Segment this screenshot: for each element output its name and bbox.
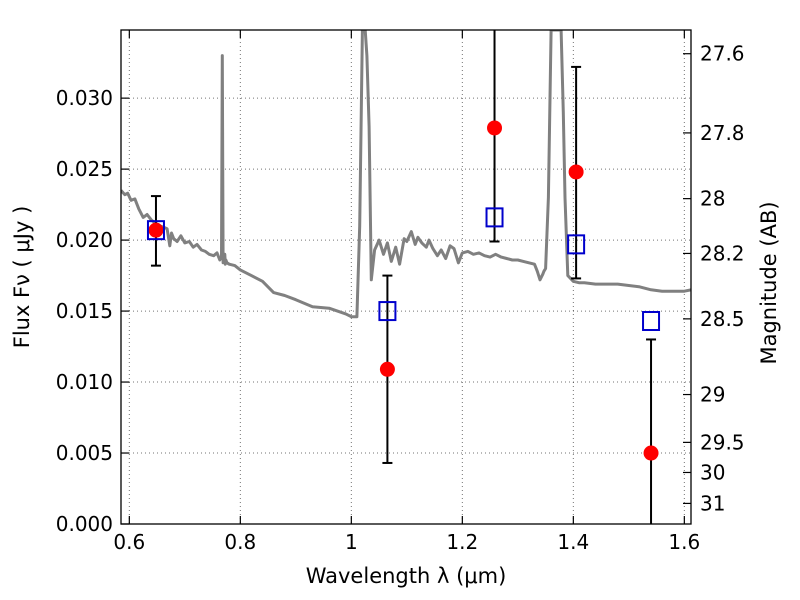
plot-area	[121, 30, 691, 524]
grid	[121, 30, 691, 525]
observed-point	[643, 445, 659, 461]
x-tick-label: 1.4	[557, 530, 589, 554]
right-tick-label: 28.2	[700, 241, 745, 265]
right-tick-label: 31	[700, 491, 725, 515]
x-axis-title: Wavelength λ (μm)	[306, 564, 507, 588]
x-tick-label: 0.6	[113, 530, 145, 554]
model-point	[567, 234, 586, 255]
x-tick-label: 1.6	[668, 530, 700, 554]
axes-frame	[120, 29, 692, 525]
right-tick-label: 27.6	[700, 42, 745, 66]
y-tick-label: 0.000	[56, 512, 113, 536]
x-tick-label: 0.8	[224, 530, 256, 554]
right-tick-label: 28	[700, 187, 725, 211]
y-tick-label: 0.010	[56, 370, 113, 394]
x-tick-label: 1	[345, 530, 358, 554]
y-axis-title-left: Flux Fν ( μJy )	[10, 206, 34, 349]
right-tick-label: 29	[700, 383, 725, 407]
spectrum-line	[121, 30, 691, 319]
y-tick-label: 0.025	[56, 157, 113, 181]
right-tick-label: 29.5	[700, 430, 745, 454]
observed-point	[379, 361, 395, 377]
x-tick-label: 1.2	[446, 530, 478, 554]
axis-ticks: 0.6 0.8 1 1.2 1.4 1.6 0.000 0.005 0.010 0.015 0.02…	[56, 30, 745, 554]
model-point	[378, 301, 397, 322]
model-point	[146, 220, 165, 241]
y-tick-label: 0.015	[56, 299, 113, 323]
model-point	[642, 311, 661, 332]
y-tick-label: 0.030	[56, 86, 113, 110]
y-tick-label: 0.005	[56, 441, 113, 465]
observed-point	[568, 164, 584, 180]
y-tick-label: 0.020	[56, 228, 113, 252]
observed-point	[487, 120, 503, 136]
right-tick-label: 30	[700, 460, 725, 484]
right-tick-label: 28.5	[700, 307, 745, 331]
right-tick-label: 27.8	[700, 121, 745, 145]
y-axis-title-right: Magnitude (AB)	[757, 201, 781, 364]
observed-point	[148, 222, 164, 238]
model-point	[485, 207, 504, 228]
